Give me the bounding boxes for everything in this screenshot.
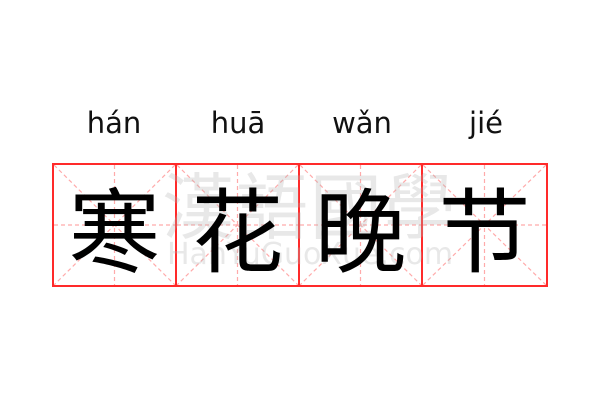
character-cell: 花 [177,165,300,287]
grid-guides [423,165,546,285]
grid-guides [177,165,298,285]
hanzi: 晚 [314,179,407,287]
character-cell: 寒 [54,165,177,287]
character-cell: 节 [423,165,546,287]
character-cell: 晚 [300,165,423,287]
pinyin: huā [210,106,266,140]
character-grid: 寒 花 晚 节 [52,163,548,287]
grid-guides [54,165,175,285]
hanzi: 花 [191,179,284,287]
grid-guides [300,165,421,285]
pinyin: jié [469,106,503,140]
hanzi: 节 [438,179,531,287]
pinyin-row: hán huā wǎn jié [52,106,548,140]
pinyin: wǎn [332,106,392,140]
pinyin: hán [86,106,142,140]
hanzi: 寒 [68,179,161,287]
